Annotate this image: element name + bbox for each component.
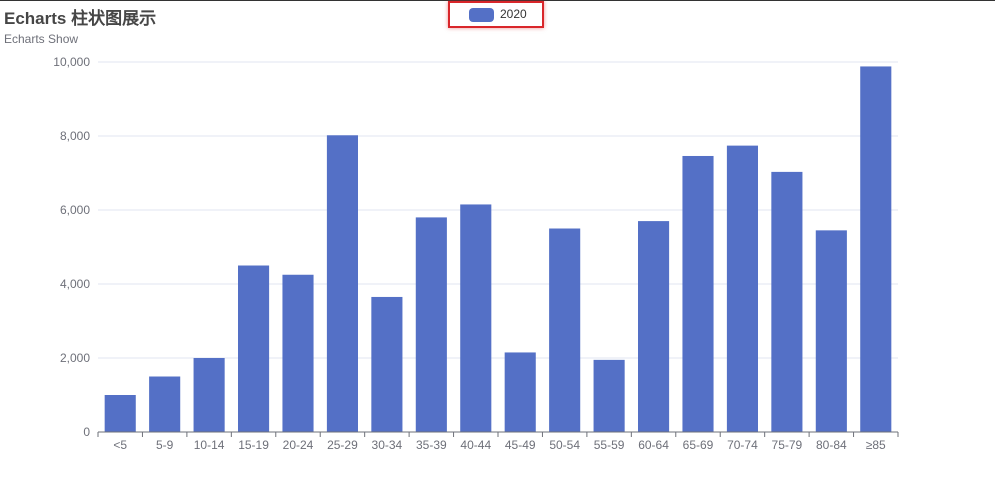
x-tick-label: 40-44 — [460, 438, 491, 452]
y-tick-label: 4,000 — [60, 277, 90, 291]
bar-<5[interactable] — [104, 395, 136, 432]
bar-75-79[interactable] — [771, 171, 803, 432]
bar-25-29[interactable] — [326, 135, 358, 432]
bar-80-84[interactable] — [815, 230, 847, 432]
bar-≥85[interactable] — [860, 66, 892, 432]
bar-55-59[interactable] — [593, 359, 625, 432]
legend-label: 2020 — [500, 7, 527, 21]
bar-10-14[interactable] — [193, 358, 225, 432]
bars — [104, 66, 892, 433]
x-tick-label: 35-39 — [416, 438, 447, 452]
legend-item-2020[interactable]: 2020 — [448, 1, 544, 28]
x-tick-label: 80-84 — [816, 438, 847, 452]
x-axis-labels: <5 5-9 10-14 15-19 20-24 25-29 30-34 35-39 40-44… — [113, 438, 886, 452]
bar-15-19[interactable] — [238, 265, 270, 433]
y-tick-label: 8,000 — [60, 129, 90, 143]
x-tick-label: 30-34 — [372, 438, 403, 452]
y-tick-label: 0 — [83, 425, 90, 439]
bar-5-9[interactable] — [149, 376, 181, 433]
x-axis — [97, 431, 899, 437]
y-axis-labels: 0 2,000 4,000 6,000 8,000 10,000 — [53, 55, 90, 439]
bar-35-39[interactable] — [415, 217, 447, 432]
x-tick-label: 50-54 — [549, 438, 580, 452]
bar-70-74[interactable] — [726, 145, 758, 432]
bar-50-54[interactable] — [549, 228, 581, 433]
bar-65-69[interactable] — [682, 155, 714, 433]
y-tick-label: 6,000 — [60, 203, 90, 217]
x-tick-label: ≥85 — [866, 438, 886, 452]
chart-subtitle: Echarts Show — [4, 32, 79, 46]
x-tick-label: 15-19 — [238, 438, 269, 452]
chart-title: Echarts 柱状图展示 — [4, 9, 157, 28]
x-tick-label: 5-9 — [156, 438, 174, 452]
bar-60-64[interactable] — [638, 221, 670, 432]
bar-45-49[interactable] — [504, 352, 536, 432]
y-tick-label: 2,000 — [60, 351, 90, 365]
x-tick-label: 45-49 — [505, 438, 536, 452]
bar-20-24[interactable] — [282, 274, 314, 432]
x-tick-label: 20-24 — [283, 438, 314, 452]
x-tick-label: 10-14 — [194, 438, 225, 452]
x-tick-label: 70-74 — [727, 438, 758, 452]
x-tick-label: 75-79 — [772, 438, 803, 452]
y-tick-label: 10,000 — [53, 55, 90, 69]
grid-lines — [98, 61, 898, 359]
bar-30-34[interactable] — [371, 296, 403, 432]
x-tick-label: 65-69 — [683, 438, 714, 452]
x-tick-label: 55-59 — [594, 438, 625, 452]
x-tick-label: <5 — [113, 438, 127, 452]
legend-swatch — [469, 8, 494, 22]
bar-40-44[interactable] — [460, 204, 492, 432]
x-tick-label: 25-29 — [327, 438, 358, 452]
x-tick-label: 60-64 — [638, 438, 669, 452]
